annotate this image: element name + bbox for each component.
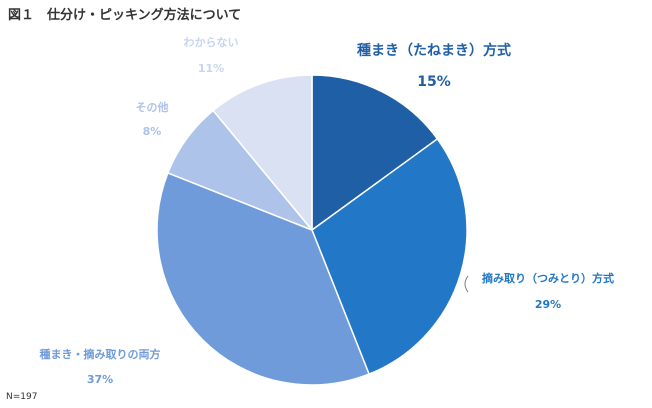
pie-slice <box>311 137 468 376</box>
sample-size-note: N=197 <box>6 392 38 402</box>
slice-percent-label: 8% <box>143 125 162 138</box>
pie-slice <box>212 74 313 233</box>
slice-label: 種まき・摘み取りの両方 <box>40 347 161 361</box>
leader-line <box>464 275 469 293</box>
slice-label: わからない <box>184 36 239 49</box>
slice-percent-label: 29% <box>535 298 561 311</box>
pie-slice <box>311 74 439 232</box>
pie-slice <box>156 171 371 386</box>
slice-percent-label: 11% <box>198 62 224 75</box>
slice-label: 種まき（たねまき）方式 <box>357 42 511 59</box>
slice-percent-label: 15% <box>417 74 451 90</box>
slice-label: その他 <box>136 100 169 114</box>
slice-percent-label: 37% <box>87 373 113 386</box>
figure-title: 図１ 仕分け・ピッキング方法について <box>8 8 242 23</box>
slice-label: 摘み取り（つみとり）方式 <box>482 271 614 285</box>
